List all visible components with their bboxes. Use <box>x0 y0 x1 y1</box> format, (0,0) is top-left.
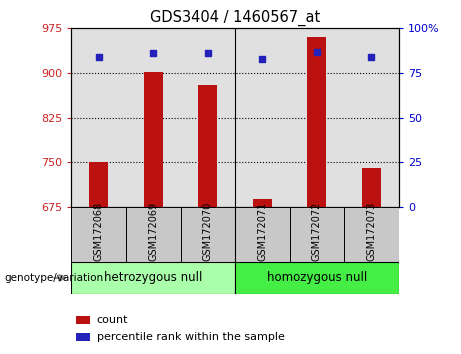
Bar <box>235 207 290 262</box>
Point <box>95 54 102 60</box>
Bar <box>253 199 272 207</box>
Bar <box>362 169 381 207</box>
Text: GSM172072: GSM172072 <box>312 202 322 262</box>
Text: GSM172071: GSM172071 <box>257 202 267 261</box>
Bar <box>76 333 90 341</box>
Text: GSM172070: GSM172070 <box>203 202 213 261</box>
Bar <box>71 262 235 294</box>
Point <box>313 49 321 55</box>
Text: GSM172069: GSM172069 <box>148 202 158 261</box>
Text: GSM172068: GSM172068 <box>94 202 104 261</box>
Point <box>259 56 266 62</box>
Bar <box>76 316 90 324</box>
Title: GDS3404 / 1460567_at: GDS3404 / 1460567_at <box>150 9 320 25</box>
Point <box>368 54 375 60</box>
Point <box>204 51 212 56</box>
Bar <box>290 207 344 262</box>
Bar <box>198 85 218 207</box>
Bar <box>344 207 399 262</box>
Text: GSM172073: GSM172073 <box>366 202 377 261</box>
Bar <box>126 207 181 262</box>
Text: homozygous null: homozygous null <box>267 272 367 284</box>
Text: count: count <box>97 315 128 325</box>
Text: genotype/variation: genotype/variation <box>5 273 104 283</box>
Bar <box>235 262 399 294</box>
Point <box>149 51 157 56</box>
Text: percentile rank within the sample: percentile rank within the sample <box>97 332 284 342</box>
Bar <box>71 207 126 262</box>
Bar <box>89 162 108 207</box>
Bar <box>181 207 235 262</box>
Text: hetrozygous null: hetrozygous null <box>104 272 202 284</box>
Bar <box>307 37 326 207</box>
Bar <box>144 72 163 207</box>
